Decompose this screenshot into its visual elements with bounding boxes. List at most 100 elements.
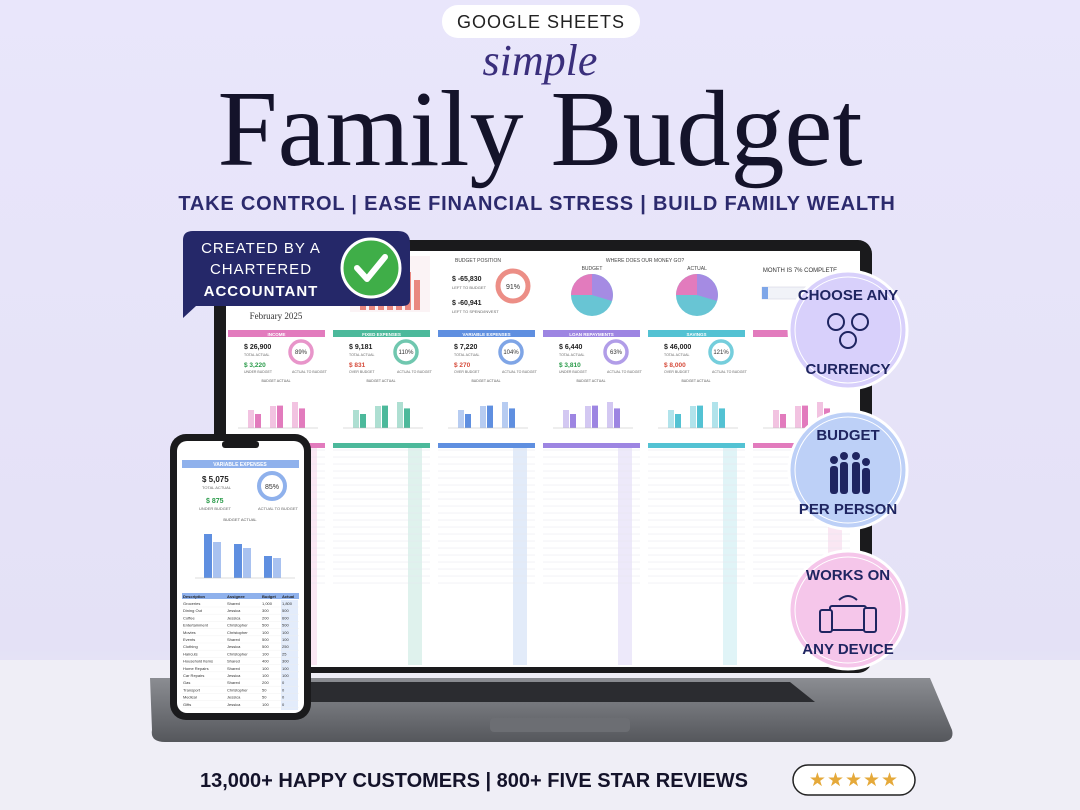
- actual-col: [281, 600, 298, 710]
- table-cell: 100: [262, 651, 269, 656]
- feature-inner: [794, 276, 902, 384]
- tagline: TAKE CONTROL | EASE FINANCIAL STRESS | B…: [178, 193, 895, 215]
- table-cell: 400: [262, 659, 269, 664]
- table-cell: Gifts: [183, 702, 191, 707]
- table-cell: Shared: [227, 601, 240, 606]
- month: February 2025: [250, 311, 303, 321]
- feature-top: WORKS ON: [806, 567, 890, 584]
- section-diff: $ 8,000: [664, 362, 686, 369]
- badge-line: CHARTERED: [210, 261, 312, 278]
- table-cell: Jessica: [227, 702, 241, 707]
- small-label: TOTAL ACTUAL: [454, 353, 479, 357]
- table-head: Budget: [262, 594, 276, 599]
- table-cell: Shared: [227, 666, 240, 671]
- section-title: SAVINGS: [687, 332, 707, 337]
- deco-bar: [773, 410, 779, 428]
- panel-title: WHERE DOES OUR MONEY GO?: [606, 258, 684, 264]
- table-cell: Car Repairs: [183, 673, 204, 678]
- deco-bar: [570, 414, 576, 428]
- table-cell: 500: [262, 623, 269, 628]
- phone-title: VARIABLE EXPENSES: [213, 462, 267, 468]
- table-cell: 0: [282, 680, 285, 685]
- section-header: [333, 330, 430, 337]
- bp-ring: [495, 268, 531, 304]
- legend: BUDGET ACTUAL: [681, 379, 710, 383]
- table-header: [333, 443, 430, 448]
- stars-pill: [792, 764, 916, 796]
- feature-circle: [787, 549, 909, 671]
- deco-bar: [273, 558, 281, 578]
- section-total: $ 46,000: [664, 344, 691, 351]
- section-pct: 110%: [399, 350, 415, 356]
- table-cell: Haircuts: [183, 651, 198, 656]
- table-cell: 1,800: [282, 601, 293, 606]
- progress-fill: [762, 287, 768, 299]
- title: Family Budget: [218, 70, 863, 189]
- deco-bar: [353, 410, 359, 428]
- phone-label: TOTAL ACTUAL: [202, 485, 232, 490]
- table-cell: Jessica: [227, 695, 241, 700]
- section-title: VARIABLE EXPENSES: [462, 332, 510, 337]
- check-mark: [354, 254, 388, 282]
- table-cell: 600: [282, 615, 289, 620]
- feature-circle: [787, 269, 909, 391]
- laptop-screen: [226, 251, 860, 667]
- section-title: INCOME: [268, 332, 286, 337]
- section-diff: $ 270: [454, 362, 471, 369]
- wifi-icon: [838, 595, 858, 601]
- table-cell: Shared: [227, 659, 240, 664]
- small-label: TOTAL ACTUAL: [349, 353, 374, 357]
- table-cell: 100: [262, 666, 269, 671]
- deco-bar: [264, 556, 272, 578]
- deco-bar: [270, 406, 276, 428]
- table-cell: Coffee: [183, 615, 195, 620]
- table-cell: 200: [262, 615, 269, 620]
- section-pct: 63%: [610, 350, 623, 356]
- ring: [393, 339, 419, 365]
- table-cell: Household Items: [183, 659, 213, 664]
- table-cell: Clothing: [183, 644, 198, 649]
- legend: BUDGET ACTUAL: [261, 379, 290, 383]
- table-cell: Shared: [227, 680, 240, 685]
- section-diff: $ 831: [349, 362, 366, 369]
- table-cell: Dining Out: [183, 608, 203, 613]
- badge-line: ACCOUNTANT: [204, 283, 319, 300]
- phone-label: UNDER BUDGET: [199, 506, 232, 511]
- table-header: [543, 443, 640, 448]
- deco-bar: [795, 406, 801, 428]
- section-stripe: [618, 443, 632, 665]
- deco-bar: [277, 405, 283, 428]
- small-label: OVER BUDGET: [454, 370, 480, 374]
- deco-bar: [248, 410, 254, 428]
- bp-label: LEFT TO BUDGET: [452, 285, 487, 290]
- table-head: Description: [183, 594, 206, 599]
- feature-bottom: CURRENCY: [805, 361, 890, 378]
- small-label: ACTUAL TO BUDGET: [502, 370, 538, 374]
- section-header: [543, 330, 640, 337]
- ring: [498, 339, 524, 365]
- feature-bottom: PER PERSON: [799, 501, 897, 518]
- section-pct: 121%: [713, 350, 729, 356]
- table-cell: 100: [282, 666, 289, 671]
- small-label: ACTUAL TO BUDGET: [712, 370, 748, 374]
- progress-label: MONTH IS 7% COMPLETE: [763, 268, 837, 274]
- section-diff: $ 3,810: [559, 362, 581, 369]
- table-cell: 500: [282, 623, 289, 628]
- deco-bar: [592, 405, 598, 428]
- person-head: [840, 452, 848, 460]
- bp-label: LEFT TO SPEND/INVEST: [452, 309, 499, 314]
- table-cell: Shared: [227, 637, 240, 642]
- table-cell: 50: [262, 695, 267, 700]
- features: CHOOSE ANY CURRENCY BUDGET PER PERSON WORKS …: [787, 269, 909, 671]
- person-head: [852, 452, 860, 460]
- table-cell: Jessica: [227, 673, 241, 678]
- small-label: UNDER BUDGET: [559, 370, 588, 374]
- bp-pct: 91%: [506, 284, 520, 291]
- small-label: TOTAL ACTUAL: [244, 353, 269, 357]
- deco-bar: [614, 408, 620, 428]
- phone-diff: $ 875: [206, 498, 224, 505]
- small-label: TOTAL ACTUAL: [559, 353, 584, 357]
- person-body: [830, 466, 838, 494]
- deco-bar: [375, 406, 381, 428]
- person-body: [840, 462, 848, 494]
